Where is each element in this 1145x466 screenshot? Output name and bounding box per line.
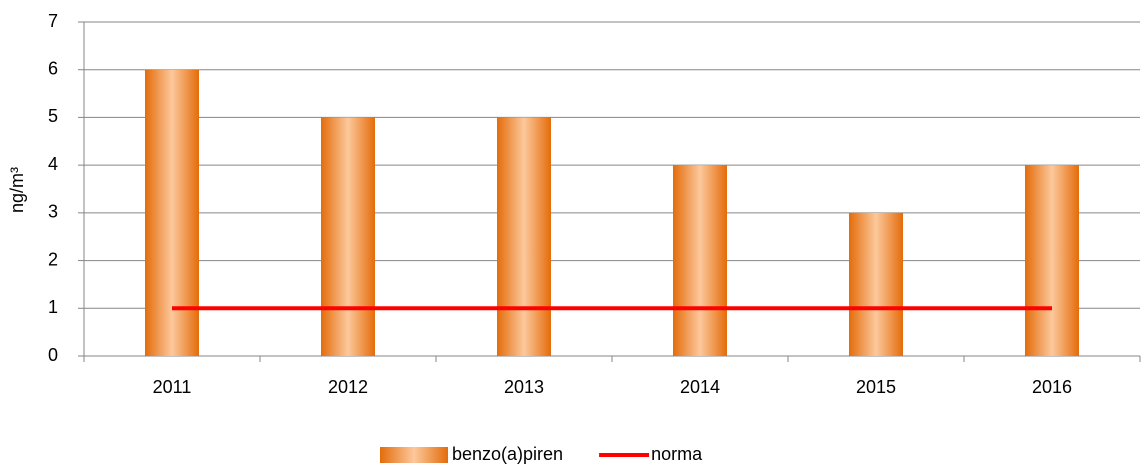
legend-label: norma [651, 444, 703, 464]
bar [673, 165, 727, 356]
y-tick-label: 1 [48, 297, 58, 317]
bar [497, 117, 551, 356]
y-axis-title: ng/m³ [7, 167, 27, 213]
x-tick-label: 2011 [153, 377, 192, 397]
bar [321, 117, 375, 356]
y-tick-label: 4 [48, 154, 58, 174]
bar [849, 212, 903, 356]
bar [1025, 165, 1079, 356]
y-tick-label: 2 [48, 249, 58, 269]
x-tick-label: 2015 [856, 377, 896, 397]
x-tick-label: 2014 [680, 377, 720, 397]
y-tick-label: 3 [48, 202, 58, 222]
x-tick-label: 2012 [328, 377, 368, 397]
y-tick-label: 6 [48, 58, 58, 78]
x-tick-label: 2016 [1032, 377, 1072, 397]
legend-label: benzo(a)piren [452, 444, 563, 464]
y-tick-label: 5 [48, 106, 58, 126]
bar [145, 69, 199, 356]
y-tick-label: 7 [48, 11, 58, 31]
x-tick-label: 2013 [504, 377, 544, 397]
y-tick-label: 0 [48, 345, 58, 365]
legend-swatch [380, 447, 448, 463]
